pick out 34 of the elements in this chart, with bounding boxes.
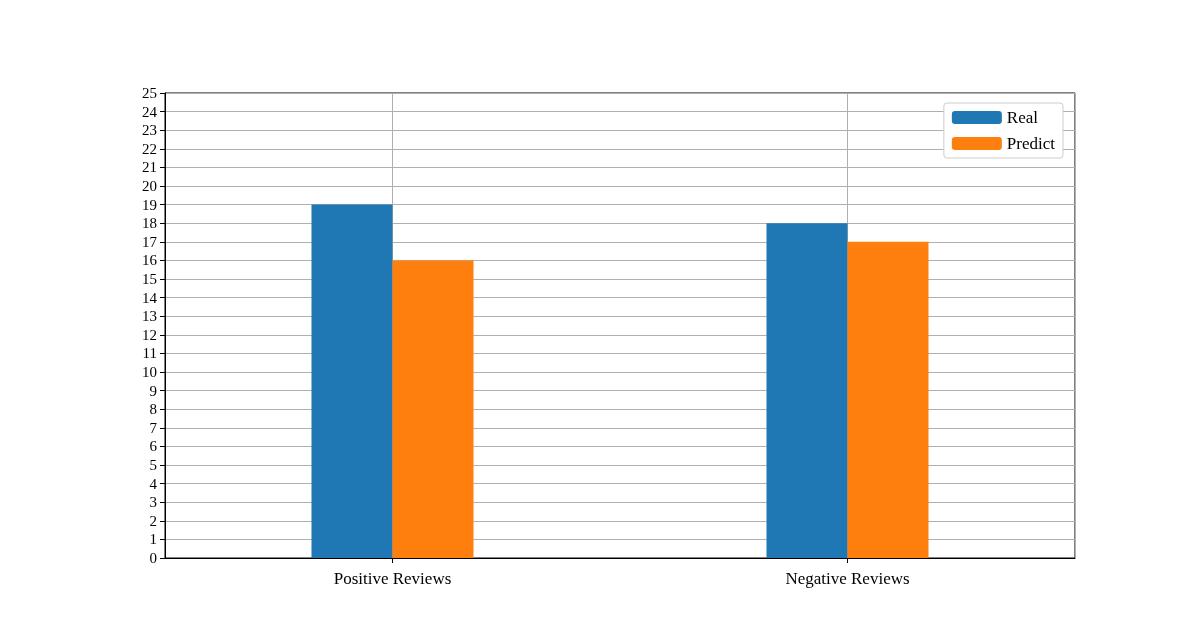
legend-label: Predict [1006, 134, 1056, 153]
bar [766, 223, 848, 558]
y-tick-label: 22 [142, 140, 157, 157]
bar [392, 260, 474, 558]
y-tick-label: 20 [142, 178, 157, 194]
y-tick-label: 13 [142, 308, 157, 325]
legend-label: Real [1006, 108, 1039, 127]
y-tick-label: 4 [149, 475, 158, 492]
y-tick-label: 15 [142, 271, 157, 287]
bar [847, 241, 929, 558]
y-tick-label: 9 [149, 382, 157, 399]
y-tick-label: 21 [142, 159, 157, 176]
y-tick-label: 11 [142, 345, 157, 362]
y-tick-label: 17 [142, 233, 158, 250]
y-tick-label: 23 [142, 122, 157, 139]
y-tick-label: 2 [149, 512, 157, 529]
bar [311, 204, 393, 558]
y-tick-label: 3 [149, 494, 157, 511]
y-tick-label: 0 [149, 550, 157, 566]
y-tick-label: 10 [142, 364, 157, 380]
y-tick-label: 24 [142, 103, 158, 120]
y-tick-label: 25 [142, 85, 157, 101]
y-tick-label: 7 [149, 419, 158, 436]
y-tick-label: 12 [142, 326, 157, 343]
x-tick-label: Positive Reviews [333, 569, 452, 588]
y-tick-label: 18 [142, 215, 157, 232]
y-tick-label: 5 [149, 457, 157, 473]
y-tick-label: 16 [142, 252, 158, 269]
y-tick-label: 19 [142, 196, 157, 213]
y-tick-label: 6 [149, 438, 158, 455]
y-tick-label: 1 [149, 531, 157, 548]
y-tick-label: 8 [149, 401, 157, 418]
y-tick-label: 14 [142, 289, 158, 306]
x-tick-label: Negative Reviews [785, 569, 910, 588]
